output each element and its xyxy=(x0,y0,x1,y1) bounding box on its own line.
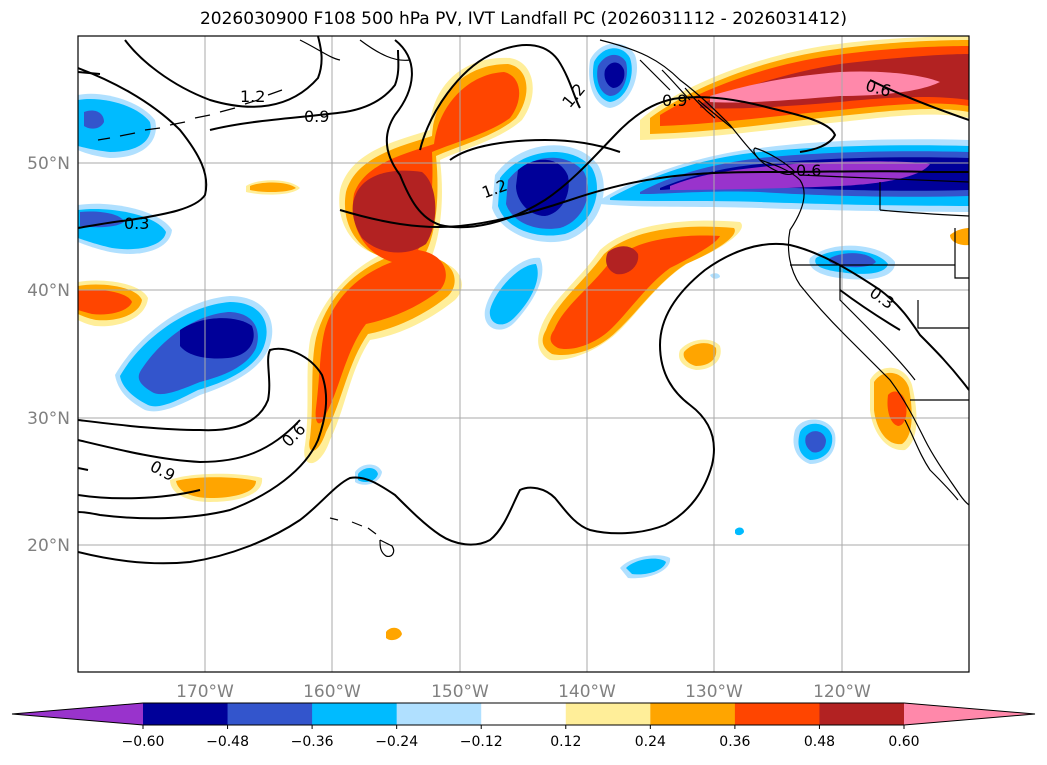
colorbar-label: −0.12 xyxy=(460,734,503,750)
colorbar-segment xyxy=(143,703,229,725)
contour-label: 1.2 xyxy=(240,87,265,106)
coastlines xyxy=(97,39,969,557)
colorbar: −0.60 −0.48 −0.36 −0.24 −0.12 0.12 0.24 0.36 0.4… xyxy=(11,702,1036,750)
colorbar-label: −0.48 xyxy=(206,734,249,750)
contours xyxy=(78,36,969,565)
colorbar-segment xyxy=(396,703,482,725)
lon-label-160w: 160°W xyxy=(303,682,361,702)
contour-label: 0.9 xyxy=(662,91,687,110)
lat-labels: 50°N 40°N 30°N 20°N xyxy=(27,154,70,556)
colorbar-segment xyxy=(734,703,820,725)
contour-label: 0.3 xyxy=(124,214,149,233)
colorbar-label: 0.36 xyxy=(719,734,750,750)
colorbar-segment xyxy=(312,703,398,725)
colorbar-label: 0.48 xyxy=(804,734,835,750)
map-frame xyxy=(77,35,970,673)
colorbar-label: −0.60 xyxy=(122,734,165,750)
lon-label-140w: 140°W xyxy=(558,682,616,702)
colorbar-label: −0.24 xyxy=(375,734,418,750)
lat-label-50n: 50°N xyxy=(27,154,70,174)
contour-label: 0.6 xyxy=(796,161,821,180)
lat-label-40n: 40°N xyxy=(27,281,70,301)
map-layers: 1.2 0.9 0.3 0.6 0.9 1.2 1.2 0.9 0.6 0.6 … xyxy=(78,36,969,672)
plot-title: 2026030900 F108 500 hPa PV, IVT Landfall… xyxy=(199,9,847,29)
gridlines xyxy=(78,36,969,672)
colorbar-segment xyxy=(650,703,736,725)
colorbar-extension-low xyxy=(12,703,143,725)
lon-label-120w: 120°W xyxy=(813,682,871,702)
colorbar-label: −0.36 xyxy=(291,734,334,750)
colorbar-label: 0.24 xyxy=(635,734,666,750)
colorbar-segment xyxy=(227,703,313,725)
colorbar-segment xyxy=(481,703,567,725)
lat-label-20n: 20°N xyxy=(27,536,70,556)
colorbar-label: 0.12 xyxy=(550,734,581,750)
colorbar-label: 0.60 xyxy=(888,734,919,750)
colorbar-segment xyxy=(819,703,905,725)
lat-label-30n: 30°N xyxy=(27,409,70,429)
lon-labels: 170°W 160°W 150°W 140°W 130°W 120°W xyxy=(176,682,871,702)
contour-label: 0.9 xyxy=(304,107,329,126)
colorbar-segment xyxy=(565,703,651,725)
lon-label-130w: 130°W xyxy=(685,682,743,702)
colorbar-extension-high xyxy=(904,703,1035,725)
lon-label-150w: 150°W xyxy=(431,682,489,702)
lon-label-170w: 170°W xyxy=(176,682,234,702)
